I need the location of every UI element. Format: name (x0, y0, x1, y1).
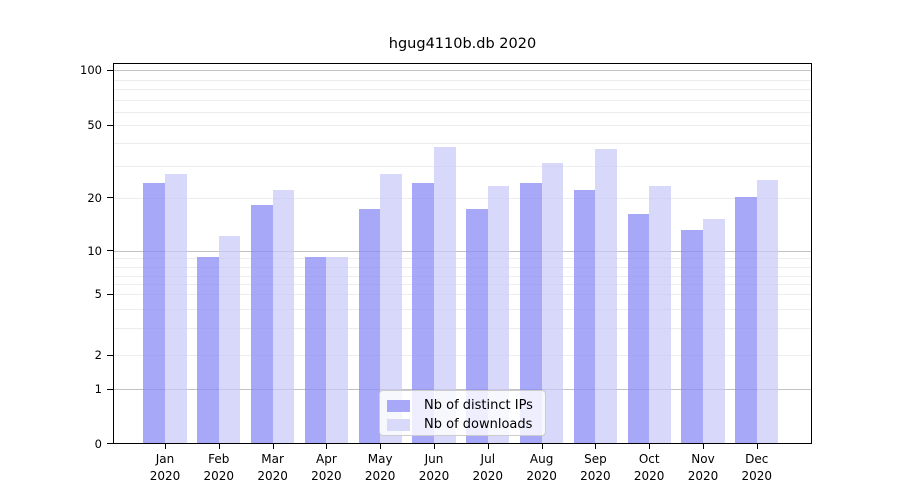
x-axis-tick-label: Oct 2020 (633, 452, 665, 483)
x-axis-tick (218, 444, 220, 449)
x-axis-tick (165, 444, 166, 449)
x-axis-tick (595, 444, 597, 449)
bar-distinct-ips-sep (573, 189, 596, 443)
bar-distinct-ips-dec (735, 197, 757, 443)
x-axis-tick-label: Dec 2020 (741, 452, 773, 483)
x-axis-tick (756, 444, 758, 449)
bar-downloads-jan (165, 173, 187, 443)
chart-title: hgug4110b.db 2020 (388, 36, 537, 52)
bar-downloads-mar (272, 189, 295, 443)
y-axis-tick-label: 20 (87, 190, 102, 205)
major-gridline (114, 250, 811, 252)
x-axis-tick-label: Jan 2020 (149, 452, 181, 483)
bar-distinct-ips-feb (197, 257, 219, 443)
bar-distinct-ips-jan (143, 182, 165, 443)
y-axis-tick (107, 69, 113, 71)
legend-item-distinct-ips: Nb of distinct IPs (380, 396, 545, 416)
bar-downloads-jul (487, 186, 510, 443)
x-axis-tick-label: Sep 2020 (580, 452, 611, 483)
bar-distinct-ips-may (358, 209, 381, 443)
bar-distinct-ips-apr (304, 257, 327, 443)
minor-gridline (114, 143, 811, 144)
minor-gridline (114, 197, 811, 199)
y-axis-tick (107, 197, 113, 198)
y-axis-tick-label: 0 (94, 436, 102, 451)
x-axis-tick (541, 444, 543, 449)
x-axis-tick (326, 444, 328, 449)
bar-distinct-ips-nov (681, 229, 703, 443)
x-axis-tick-label: Jun 2020 (418, 452, 450, 483)
minor-gridline (114, 266, 811, 268)
legend-swatch-distinct-ips (387, 400, 410, 412)
y-axis-tick (107, 250, 113, 251)
bar-downloads-nov (703, 219, 725, 443)
bar-downloads-jun (434, 146, 456, 443)
y-axis-tick-label: 50 (87, 118, 102, 133)
legend-label: Nb of downloads (424, 417, 533, 432)
y-axis-tick-label: 5 (94, 287, 102, 301)
bar-distinct-ips-jun (412, 182, 434, 443)
bar-downloads-oct (649, 186, 671, 443)
bar-distinct-ips-oct (627, 214, 650, 443)
minor-gridline (114, 79, 811, 81)
bar-downloads-feb (218, 236, 241, 443)
x-axis-tick-label: Nov 2020 (687, 452, 719, 483)
minor-gridline (114, 257, 811, 259)
y-axis-tick-label: 10 (87, 243, 102, 258)
plot-area (113, 63, 812, 444)
major-gridline (114, 70, 811, 72)
minor-gridline (114, 328, 811, 330)
y-axis-tick-label: 2 (94, 348, 102, 363)
minor-gridline (114, 99, 811, 101)
minor-gridline (114, 89, 811, 91)
y-axis-tick-label: 100 (80, 63, 102, 78)
x-axis-tick (380, 444, 382, 449)
legend-item-downloads: Nb of downloads (380, 415, 545, 435)
y-axis-tick-label: 1 (94, 382, 102, 397)
x-axis-tick (703, 444, 704, 449)
y-axis-tick (107, 388, 113, 390)
x-axis-tick (487, 444, 489, 449)
bar-downloads-apr (326, 257, 348, 443)
bar-distinct-ips-aug (520, 182, 542, 443)
x-axis-tick-label: Jul 2020 (472, 452, 504, 483)
minor-gridline (114, 294, 811, 295)
minor-gridline (114, 111, 811, 113)
y-axis-tick (107, 293, 113, 295)
x-axis-tick (649, 444, 651, 449)
x-axis-tick-label: Feb 2020 (203, 452, 235, 483)
x-axis-tick-label: Aug 2020 (526, 452, 557, 483)
minor-gridline (114, 275, 811, 277)
legend: Nb of distinct IPs Nb of downloads (379, 390, 546, 436)
bar-downloads-dec (756, 179, 779, 443)
minor-gridline (114, 284, 811, 286)
bar-distinct-ips-jul (466, 209, 488, 443)
y-axis-tick (107, 124, 113, 126)
x-axis-tick-label: Mar 2020 (257, 452, 288, 483)
major-gridline (114, 389, 811, 391)
minor-gridline (114, 165, 811, 167)
bar-distinct-ips-mar (251, 205, 273, 443)
bar-downloads-aug (541, 162, 564, 443)
legend-swatch-downloads (387, 419, 410, 431)
legend-label: Nb of distinct IPs (424, 398, 533, 413)
bar-downloads-sep (595, 148, 617, 443)
x-axis-tick-label: May 2020 (364, 452, 396, 483)
bar-downloads-may (380, 173, 402, 443)
y-axis-tick (107, 354, 113, 356)
y-axis-tick (107, 443, 113, 444)
minor-gridline (114, 125, 811, 127)
x-axis-tick (434, 444, 435, 449)
x-axis-tick (272, 444, 274, 449)
x-axis-tick-label: Apr 2020 (311, 452, 342, 483)
minor-gridline (114, 309, 811, 310)
minor-gridline (114, 355, 811, 357)
